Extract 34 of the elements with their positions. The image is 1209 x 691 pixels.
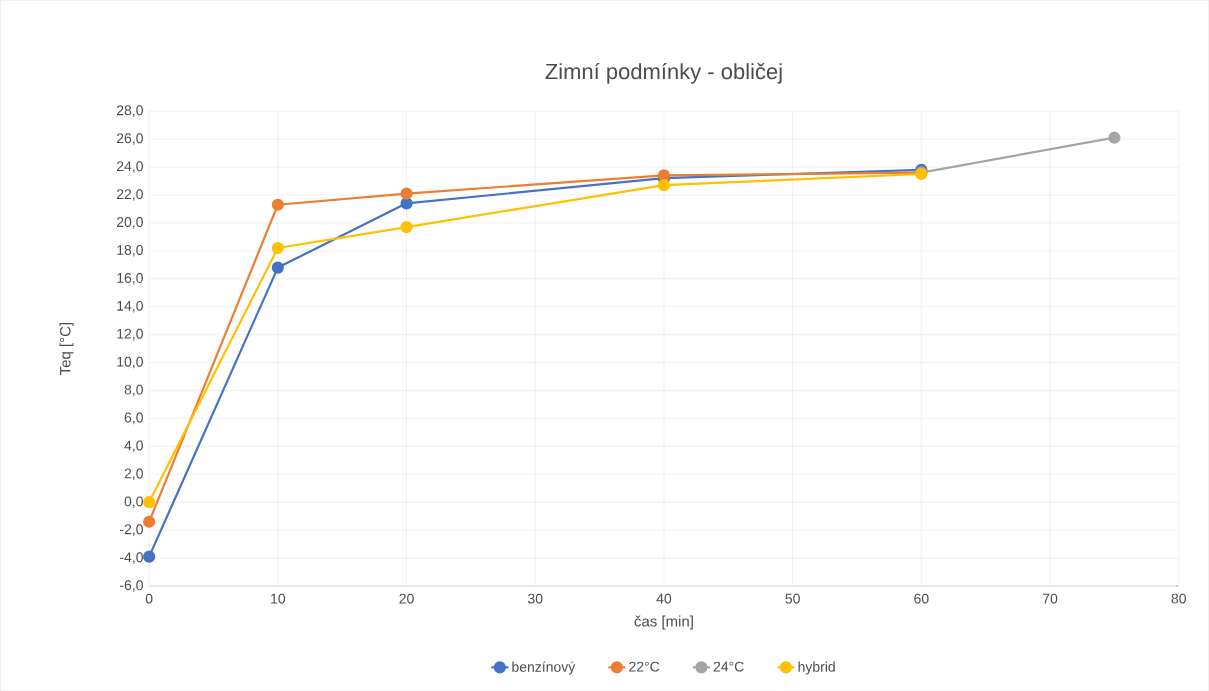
y-tick-label: 16,0 — [117, 272, 143, 285]
x-tick-label: 80 — [1171, 593, 1186, 604]
y-tick-label: -4,0 — [120, 552, 143, 564]
x-tick-label: 30 — [527, 593, 543, 604]
x-tick-label: 70 — [1042, 593, 1058, 604]
x-tick-label: 10 — [271, 593, 286, 604]
y-tick-label: 14,0 — [117, 300, 143, 313]
chart-title: Zimní podmínky - obličej — [545, 62, 782, 84]
y-tick-label: 22,0 — [116, 189, 143, 201]
x-tick-label: 60 — [914, 593, 929, 604]
x-tick-label: 40 — [656, 593, 672, 604]
legend-label: benzínový — [512, 661, 576, 675]
y-tick-label: 28,0 — [116, 105, 143, 117]
y-tick-label: 18,0 — [117, 244, 143, 257]
y-tick-label: 24,0 — [116, 161, 143, 173]
y-tick-label: 20,0 — [116, 217, 143, 229]
y-axis-title: Teq [°C] — [59, 322, 74, 375]
y-tick-label: 2,0 — [124, 468, 143, 480]
x-tick-label: 20 — [399, 593, 414, 604]
legend-label: 24°C — [713, 661, 744, 672]
legend-label: hybrid — [798, 661, 835, 675]
y-tick-label: 10,0 — [117, 356, 143, 369]
x-tick-label: 0 — [145, 593, 153, 604]
y-tick-label: -6,0 — [120, 580, 143, 592]
y-tick-label: 26,0 — [116, 133, 143, 145]
legend-label: 22°C — [629, 661, 660, 672]
x-tick-label: 50 — [785, 593, 800, 604]
y-tick-label: -2,0 — [120, 524, 143, 536]
y-tick-label: 0,0 — [124, 496, 143, 508]
y-tick-label: 12,0 — [117, 328, 143, 341]
y-tick-label: 6,0 — [124, 412, 143, 425]
x-axis-title: čas [min] — [634, 615, 693, 630]
y-tick-label: 4,0 — [124, 440, 143, 453]
y-tick-label: 8,0 — [124, 384, 143, 397]
